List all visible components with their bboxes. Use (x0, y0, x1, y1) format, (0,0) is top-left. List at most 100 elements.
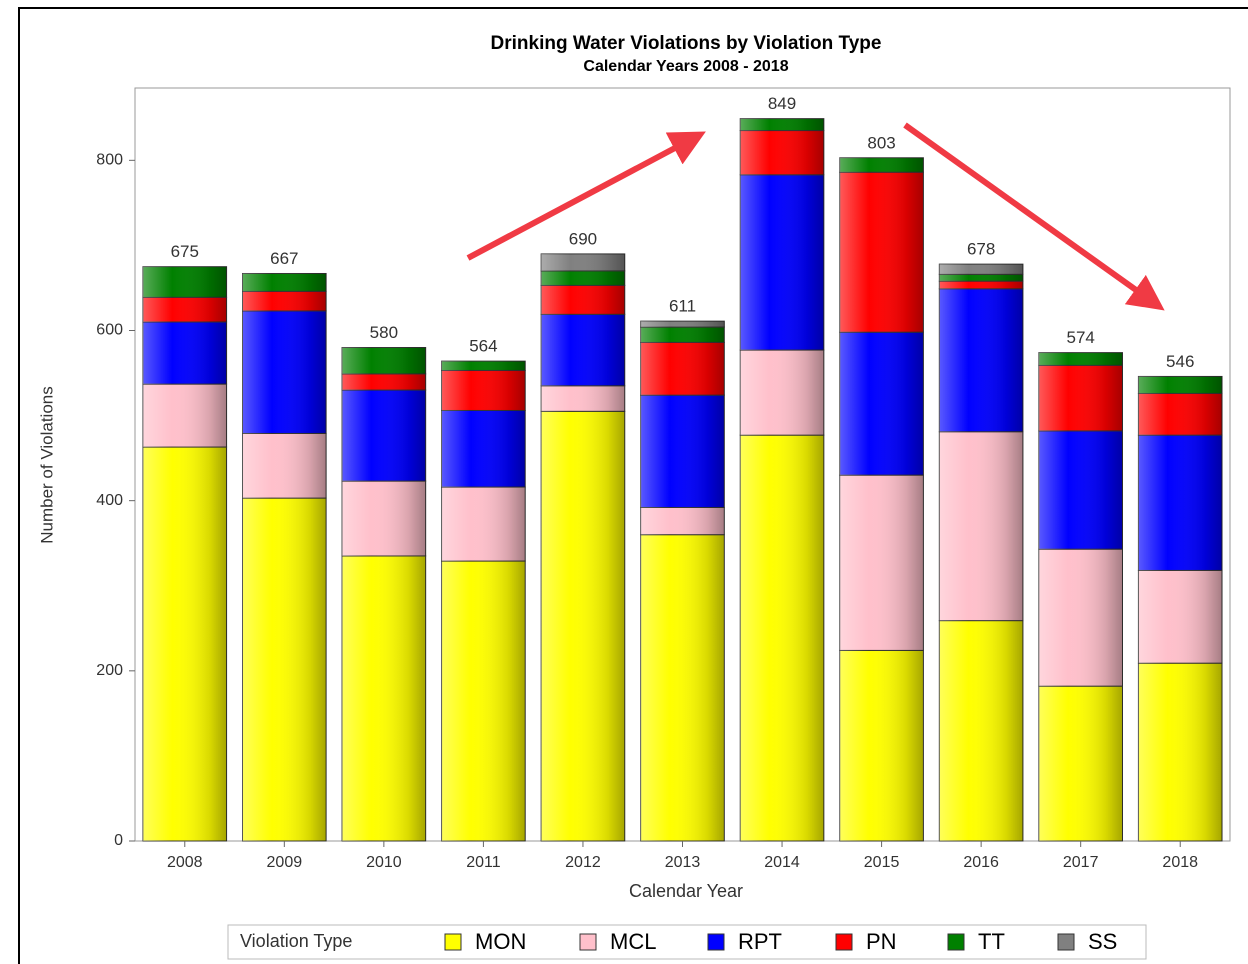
total-label: 667 (270, 249, 298, 268)
bar-segment (739, 349, 825, 436)
y-axis-label: Number of Violations (37, 386, 56, 544)
bar-segment (540, 270, 626, 286)
bar-segment (142, 266, 228, 298)
bar-segment (242, 432, 327, 499)
bar-segment (441, 369, 526, 411)
bar-segment (739, 118, 825, 132)
total-label: 564 (469, 337, 497, 356)
legend-label: TT (978, 929, 1005, 954)
bar-segment (142, 446, 228, 842)
bar-segment (242, 290, 327, 312)
bar-segment (242, 272, 327, 292)
bar-segment (839, 331, 924, 476)
bar-segment (640, 320, 725, 328)
bar-segment (1038, 430, 1123, 550)
bar-segment (640, 326, 725, 343)
x-tick-label: 2018 (1162, 854, 1198, 871)
y-tick-label: 200 (96, 662, 123, 679)
bar-segment (341, 347, 427, 375)
bar-segment (1038, 685, 1123, 842)
total-label: 690 (569, 229, 597, 248)
bar-segment (341, 389, 427, 482)
bar-segment (938, 620, 1024, 842)
total-label: 574 (1066, 328, 1094, 347)
bar-segment (640, 394, 725, 508)
bar-segment (938, 431, 1024, 622)
bar-segment (441, 486, 526, 562)
y-tick-label: 0 (114, 832, 123, 849)
total-label: 803 (867, 133, 895, 152)
x-tick-label: 2013 (665, 854, 701, 871)
bar-segment (540, 284, 626, 315)
bar-segment (341, 480, 427, 557)
bar-segment (839, 649, 924, 842)
bar-segment (640, 534, 725, 842)
legend-label: RPT (738, 929, 782, 954)
x-tick-label: 2014 (764, 854, 800, 871)
chart-title: Drinking Water Violations by Violation T… (491, 33, 882, 54)
legend-title: Violation Type (240, 931, 352, 951)
bar-segment (142, 383, 228, 448)
bar-segment (441, 560, 526, 842)
bar-segment (938, 280, 1024, 290)
y-tick-label: 800 (96, 152, 123, 169)
total-label: 678 (967, 240, 995, 259)
total-label: 580 (370, 323, 398, 342)
legend-label: PN (866, 929, 897, 954)
bar-segment (540, 410, 626, 842)
x-tick-label: 2008 (167, 854, 203, 871)
x-tick-label: 2009 (267, 854, 303, 871)
bar-segment (938, 273, 1024, 282)
bar-segment (739, 434, 825, 842)
x-tick-label: 2011 (466, 854, 501, 871)
bar-segment (441, 409, 526, 488)
bar-segment (341, 373, 427, 391)
bar-segment (938, 288, 1024, 433)
bar-segment (640, 506, 725, 536)
bar-segment (1038, 364, 1123, 432)
x-tick-label: 2012 (565, 854, 601, 871)
bar-segment (242, 497, 327, 842)
y-tick-label: 400 (96, 492, 123, 509)
x-axis-label: Calendar Year (629, 881, 743, 901)
bar-segment (142, 321, 228, 385)
bar-segment (1137, 392, 1223, 436)
bar-segment (739, 174, 825, 351)
legend-swatch (835, 933, 853, 951)
legend-label: MON (475, 929, 526, 954)
bar-segment (839, 171, 924, 333)
legend-label: SS (1088, 929, 1117, 954)
bar-segment (739, 130, 825, 176)
total-label: 675 (171, 242, 199, 261)
bar-segment (1137, 375, 1223, 394)
total-label: 611 (669, 297, 696, 316)
bar-segment (839, 474, 924, 651)
bar-segment (441, 360, 526, 371)
bar-segment (1137, 434, 1223, 571)
x-tick-label: 2015 (864, 854, 900, 871)
total-label: 546 (1166, 352, 1194, 371)
x-tick-label: 2017 (1063, 854, 1099, 871)
total-label: 849 (768, 94, 796, 113)
legend-box (227, 924, 1147, 960)
bar-segment (341, 555, 427, 842)
bar-segment (1137, 662, 1223, 842)
bar-segment (540, 313, 626, 387)
x-tick-label: 2016 (963, 854, 999, 871)
bar-segment (640, 341, 725, 396)
bar-segment (938, 263, 1024, 275)
bar-segment (142, 296, 228, 323)
bar-segment (1038, 548, 1123, 687)
legend-swatch (1057, 933, 1075, 951)
arrow-up (466, 131, 706, 261)
bar-segment (540, 253, 626, 272)
bar-segment (242, 310, 327, 434)
legend-swatch (579, 933, 597, 951)
bar-segment (1038, 352, 1123, 366)
bar-segment (839, 157, 924, 173)
x-tick-label: 2010 (366, 854, 402, 871)
legend-label: MCL (610, 929, 656, 954)
bar-segment (1137, 569, 1223, 664)
chart-subtitle: Calendar Years 2008 - 2018 (583, 58, 788, 75)
